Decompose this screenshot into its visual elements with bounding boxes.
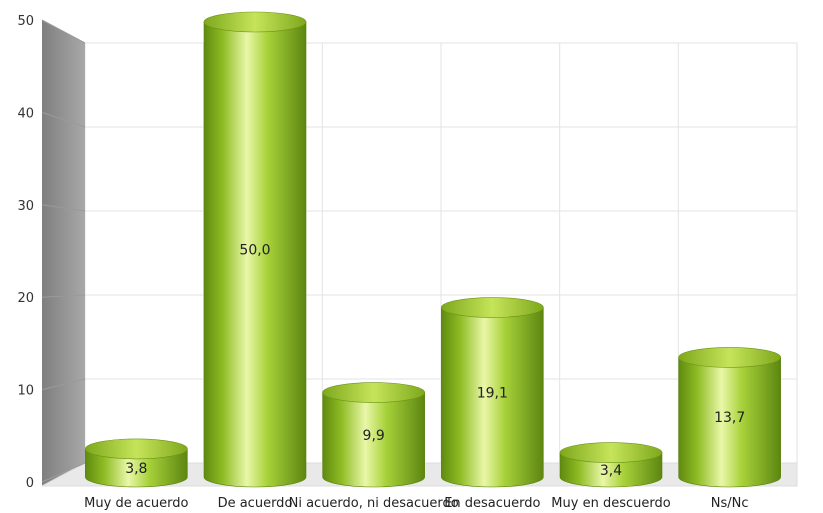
bars: 3,8 50,0 9,9 19,1 3,4 13,7 [85,11,781,488]
bar-top [203,11,307,33]
data-label: 3,8 [125,461,147,477]
bar-top [441,297,544,318]
bar: 13,7 [678,347,781,488]
wall-gridline [41,19,86,44]
bar-top [678,347,781,368]
bar: 3,8 [85,438,188,488]
side-wall [42,20,85,486]
data-label: 9,9 [363,428,385,444]
y-axis: 0 10 20 30 40 50 [17,14,34,491]
bar: 50,0 [203,11,307,488]
wall-gridline [41,111,86,128]
bar-body [678,357,781,488]
wall-gridline [41,204,86,212]
y-tick-label: 0 [26,476,34,491]
x-tick-label: De acuerdo [218,496,293,511]
data-label: 19,1 [477,385,508,401]
y-tick-label: 50 [17,14,34,29]
y-tick-label: 40 [17,106,34,121]
bar: 19,1 [441,297,544,488]
bar-top [322,382,425,403]
data-label: 50,0 [239,243,270,259]
y-tick-label: 30 [17,199,34,214]
bar-top [559,442,663,463]
wall-gridline [41,294,86,298]
x-tick-label: Ni acuerdo, ni desacuerdo [289,496,459,511]
bar-body [322,392,425,488]
wall-gridline [41,378,86,391]
gridlines [41,19,797,483]
bar-body [203,21,307,488]
y-tick-label: 20 [17,291,34,306]
bar: 3,4 [559,442,663,488]
x-tick-label: Muy de acuerdo [84,496,188,511]
bar-body [85,448,188,488]
bar: 9,9 [322,382,425,488]
y-tick-label: 10 [17,384,34,399]
bar-body [441,307,544,488]
wall-gridline [41,462,86,483]
x-tick-label: Muy en descuerdo [551,496,670,511]
bar-top [85,438,188,460]
data-label: 13,7 [714,410,745,426]
data-label: 3,4 [600,463,622,479]
x-tick-label: En desacuerdo [444,496,540,511]
x-tick-label: Ns/Nc [711,496,749,511]
